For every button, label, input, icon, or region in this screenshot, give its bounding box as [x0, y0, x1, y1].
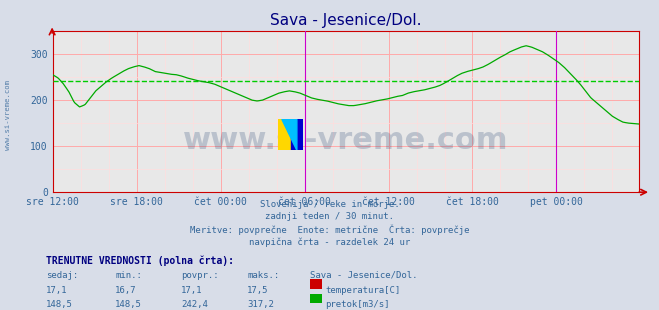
Text: maks.:: maks.: [247, 271, 279, 280]
Text: povpr.:: povpr.: [181, 271, 219, 280]
Text: Meritve: povprečne  Enote: metrične  Črta: povprečje: Meritve: povprečne Enote: metrične Črta:… [190, 225, 469, 235]
Text: TRENUTNE VREDNOSTI (polna črta):: TRENUTNE VREDNOSTI (polna črta): [46, 256, 234, 266]
Text: navpična črta - razdelek 24 ur: navpična črta - razdelek 24 ur [249, 237, 410, 247]
Text: 17,1: 17,1 [181, 286, 203, 294]
Bar [291, 119, 303, 150]
Text: 148,5: 148,5 [46, 300, 73, 309]
Text: pretok[m3/s]: pretok[m3/s] [326, 300, 390, 309]
Text: 317,2: 317,2 [247, 300, 274, 309]
Text: 148,5: 148,5 [115, 300, 142, 309]
Text: 16,7: 16,7 [115, 286, 137, 294]
Text: min.:: min.: [115, 271, 142, 280]
Bar [278, 119, 291, 150]
Title: Sava - Jesenice/Dol.: Sava - Jesenice/Dol. [270, 13, 422, 29]
Text: Slovenija / reke in morje.: Slovenija / reke in morje. [260, 200, 399, 209]
Polygon shape [282, 119, 297, 150]
Text: temperatura[C]: temperatura[C] [326, 286, 401, 294]
Text: 17,1: 17,1 [46, 286, 68, 294]
Text: www.si-vreme.com: www.si-vreme.com [5, 80, 11, 150]
Text: 242,4: 242,4 [181, 300, 208, 309]
Text: www.si-vreme.com: www.si-vreme.com [183, 126, 509, 155]
Text: 17,5: 17,5 [247, 286, 269, 294]
Text: zadnji teden / 30 minut.: zadnji teden / 30 minut. [265, 212, 394, 221]
Text: sedaj:: sedaj: [46, 271, 78, 280]
Text: Sava - Jesenice/Dol.: Sava - Jesenice/Dol. [310, 271, 417, 280]
